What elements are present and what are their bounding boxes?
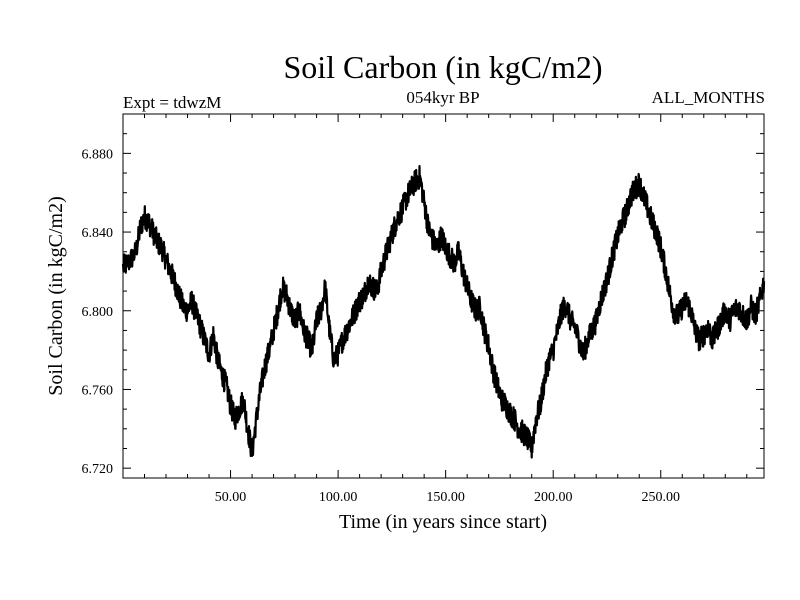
chart-title: Soil Carbon (in kgC/m2)	[283, 49, 602, 85]
y-tick-label: 6.760	[82, 383, 114, 398]
x-axis-label: Time (in years since start)	[339, 511, 547, 533]
y-tick-labels: 6.720 6.760 6.800 6.840 6.880	[82, 147, 114, 477]
x-tick-label: 200.00	[534, 490, 573, 505]
y-tick-label: 6.840	[82, 226, 114, 241]
plot-area	[121, 113, 766, 479]
x-tick-label: 100.00	[319, 490, 358, 505]
period-label: 054kyr BP	[406, 88, 479, 107]
tick-marks	[123, 113, 764, 478]
x-tick-label: 150.00	[426, 490, 465, 505]
months-label: ALL_MONTHS	[652, 88, 765, 107]
plot-frame	[122, 113, 765, 479]
y-tick-label: 6.800	[82, 305, 114, 320]
y-axis-label: Soil Carbon (in kgC/m2)	[45, 196, 67, 395]
x-tick-label: 50.00	[215, 490, 247, 505]
x-tick-labels: 50.00 100.00 150.00 200.00 250.00	[215, 490, 680, 505]
x-tick-label: 250.00	[642, 490, 681, 505]
y-tick-label: 6.880	[82, 147, 114, 162]
soil-carbon-line	[121, 165, 766, 459]
y-tick-label: 6.720	[82, 462, 114, 477]
experiment-label: Expt = tdwzM	[123, 93, 221, 112]
